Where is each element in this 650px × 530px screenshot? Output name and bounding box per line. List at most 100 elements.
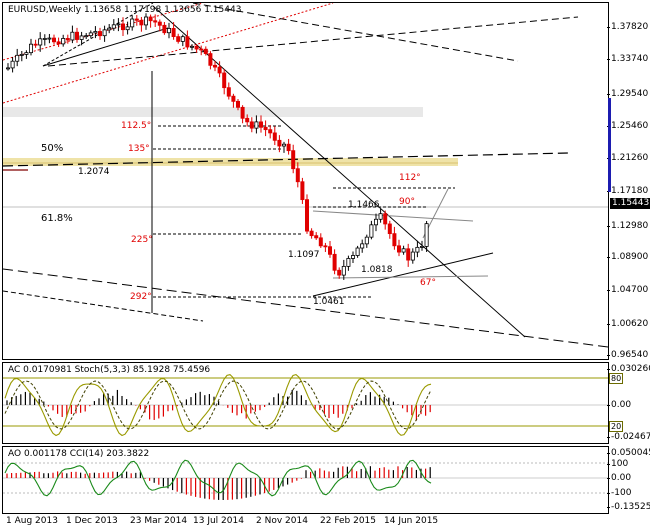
candle-body: [185, 36, 190, 48]
candle-body: [61, 38, 66, 45]
level-label: 1.1466: [348, 200, 380, 210]
ac-title: AC 0.0170981 Stoch(5,3,3) 85.1928 75.459…: [8, 365, 211, 375]
candle-body: [419, 246, 424, 248]
candle-body: [401, 248, 406, 253]
candle-body: [56, 41, 61, 45]
candle-body: [295, 168, 300, 183]
candle-body: [396, 245, 401, 253]
candle-body: [162, 24, 167, 34]
candle-body: [79, 35, 84, 40]
candle-body: [410, 251, 415, 261]
candle-body: [240, 106, 245, 119]
price-tick: 1.04700: [606, 285, 649, 295]
candlesticks: [6, 13, 429, 280]
price-tick: 1.17180: [606, 186, 649, 196]
fib-50-label: 50%: [41, 143, 64, 154]
ao-title: AO 0.001178 CCI(14) 203.3822: [8, 449, 150, 459]
candle-body: [176, 36, 181, 42]
candle-body: [268, 129, 273, 134]
candle-body: [121, 23, 126, 31]
candle-body: [415, 246, 420, 253]
price-axis[interactable]: 1.37820 1.33740 1.29540 1.25460 1.21260 …: [606, 2, 650, 360]
candle-body: [134, 18, 139, 21]
ao-cci-pane[interactable]: AO 0.001178 CCI(14) 203.3822: [2, 446, 609, 514]
price-tick: 1.00620: [606, 319, 649, 329]
stoch-level-20: 20: [609, 421, 624, 432]
time-axis[interactable]: 1 Aug 2013 1 Dec 2013 23 Mar 2014 13 Jul…: [2, 513, 608, 529]
candle-body: [369, 224, 374, 238]
ao-axis: 0.050045 100 0.00 -100 -0.135252: [606, 446, 650, 512]
candle-body: [166, 28, 171, 34]
candle-body: [42, 38, 47, 40]
stoch-level-80: 80: [609, 373, 624, 384]
candle-body: [406, 248, 411, 261]
candle-body: [125, 26, 130, 31]
candle-body: [286, 143, 291, 152]
ao-tick: 0.00: [606, 473, 632, 483]
candle-body: [84, 35, 89, 38]
candle-body: [102, 29, 107, 37]
ao-cci-svg: [3, 459, 608, 500]
cci-line: [4, 459, 432, 497]
candle-body: [75, 31, 80, 40]
candle-body: [360, 243, 365, 249]
candle-body: [180, 36, 185, 42]
candle-body: [277, 139, 282, 147]
candle-body: [309, 230, 314, 237]
stoch-main-line: [4, 374, 432, 437]
ac-tick: 0.030260: [607, 364, 650, 374]
candle-body: [341, 265, 346, 276]
candle-body: [6, 67, 11, 70]
candle-body: [88, 32, 93, 37]
level-label: 1.1097: [288, 250, 320, 260]
candle-body: [203, 48, 208, 54]
candle-body: [111, 24, 116, 29]
price-tick: 1.21260: [606, 153, 649, 163]
candle-body: [28, 43, 33, 54]
candle-body: [226, 87, 231, 97]
stoch-signal-line: [4, 380, 432, 430]
candle-body: [332, 253, 337, 271]
candle-body: [249, 121, 254, 129]
time-tick: 14 Jun 2015: [384, 516, 439, 526]
current-price-box: 1.15443: [610, 198, 650, 209]
level-label: 1.2074: [78, 167, 110, 177]
candle-body: [304, 199, 309, 232]
level-label: 1.0818: [361, 265, 393, 275]
candle-body: [392, 233, 397, 247]
candle-body: [143, 16, 148, 26]
candle-body: [263, 126, 268, 131]
candle-body: [323, 245, 328, 248]
angle-label: 90°: [399, 197, 415, 207]
price-pane[interactable]: EURUSD,Weekly 1.13658 1.17198 1.13656 1.…: [2, 2, 609, 360]
ac-stoch-pane[interactable]: AC 0.0170981 Stoch(5,3,3) 85.1928 75.459…: [2, 362, 609, 444]
candle-body: [291, 150, 296, 170]
angle-label: 225°: [131, 235, 153, 245]
candle-body: [254, 121, 259, 129]
candle-body: [337, 269, 342, 276]
candle-body: [212, 64, 217, 68]
candle-body: [189, 45, 194, 48]
candle-body: [130, 18, 135, 28]
angle-label: 67°: [420, 278, 436, 288]
candle-body: [65, 38, 70, 41]
candle-body: [157, 21, 162, 26]
candle-body: [153, 20, 158, 23]
candle-body: [139, 19, 144, 26]
level-label: 1.0461: [313, 297, 345, 307]
candle-body: [231, 95, 236, 102]
candle-body: [217, 66, 222, 74]
candle-body: [15, 54, 20, 62]
ac-histogram: [6, 389, 431, 421]
candle-body: [318, 237, 323, 247]
candle-body: [148, 16, 153, 22]
candle-body: [19, 54, 24, 56]
candle-body: [258, 121, 263, 128]
price-tick: 1.08900: [606, 252, 649, 262]
candle-body: [272, 132, 277, 141]
candle-body: [424, 223, 429, 247]
candle-body: [364, 236, 369, 245]
candle-body: [24, 52, 29, 55]
